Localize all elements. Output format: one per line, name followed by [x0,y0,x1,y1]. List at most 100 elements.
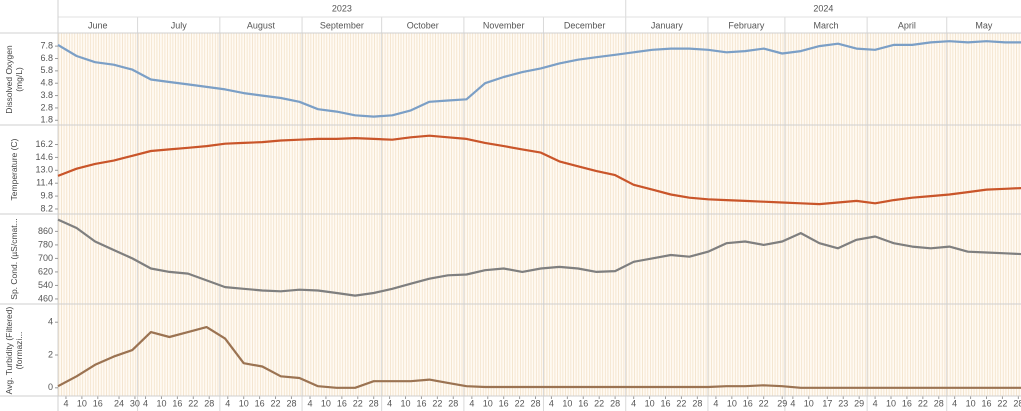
x-tick-label: 10 [239,398,249,408]
x-tick-label: 22 [594,398,604,408]
x-tick-label: 28 [286,398,296,408]
x-tick-label: 17 [822,398,832,408]
y-tick-label: 4.8 [40,78,53,88]
month-label: February [728,20,765,30]
x-tick-label: 10 [645,398,655,408]
x-tick-label: 4 [631,398,636,408]
y-tick-label: 14.6 [35,152,53,162]
series-line [57,134,1021,206]
x-tick-label: 16 [93,398,103,408]
x-tick-label: 16 [337,398,347,408]
x-tick-label: 22 [759,398,769,408]
y-axis-label: Sp. Cond. (µS/cmat... [9,218,19,300]
x-tick-label: 4 [63,398,68,408]
x-tick-label: 28 [204,398,214,408]
x-tick-label: 28 [448,398,458,408]
month-label: January [651,20,684,30]
x-tick-label: 29 [854,398,864,408]
y-tick-label: 6.8 [40,53,53,63]
x-tick-label: 28 [1013,398,1021,408]
x-tick-label: 28 [692,398,702,408]
y-tick-label: 11.4 [36,178,53,188]
month-label: May [975,20,993,30]
month-label: July [171,20,188,30]
x-tick-label: 22 [515,398,525,408]
x-tick-label: 23 [838,398,848,408]
x-tick-label: 10 [727,398,737,408]
y-axis-label: Avg. Turbidity (Filtered) (formazi... [4,306,24,395]
y-tick-label: 460 [38,293,53,303]
x-tick-label: 4 [387,398,392,408]
y-tick-label: 1.8 [40,115,53,125]
x-tick-label: 22 [997,398,1007,408]
x-tick-label: 10 [401,398,411,408]
y-tick-label: 2 [48,349,53,359]
y-tick-label: 8.2 [40,203,53,213]
month-label: March [814,20,839,30]
x-tick-label: 29 [777,398,787,408]
y-tick-label: 3.8 [40,90,53,100]
x-tick-label: 16 [743,398,753,408]
year-label: 2024 [813,3,833,13]
y-tick-label: 540 [38,280,53,290]
x-tick-label: 28 [934,398,944,408]
x-tick-label: 10 [156,398,166,408]
x-tick-label: 4 [143,398,148,408]
month-label: June [88,20,108,30]
x-tick-label: 4 [713,398,718,408]
x-tick-label: 16 [902,398,912,408]
x-tick-label: 22 [918,398,928,408]
x-tick-label: 4 [225,398,230,408]
month-label: November [483,20,525,30]
series-line [57,218,1021,297]
y-tick-label: 16.2 [35,139,53,149]
x-tick-label: 16 [416,398,426,408]
x-tick-label: 28 [531,398,541,408]
x-tick-label: 28 [610,398,620,408]
y-tick-label: 13.0 [35,165,53,175]
y-axis-label: Temperature (C) [9,138,19,201]
x-tick-label: 16 [499,398,509,408]
month-label: October [407,20,439,30]
x-tick-label: 4 [873,398,878,408]
x-tick-label: 10 [804,398,814,408]
x-tick-label: 22 [676,398,686,408]
y-tick-label: 5.8 [40,65,53,75]
x-tick-label: 10 [886,398,896,408]
series-line [57,326,1021,389]
x-tick-label: 30 [130,398,140,408]
x-tick-label: 4 [790,398,795,408]
y-tick-label: 7.8 [40,41,53,51]
month-label: August [247,20,276,30]
month-label: April [898,20,916,30]
y-tick-label: 9.8 [40,190,53,200]
series-line [57,40,1021,118]
x-tick-label: 10 [562,398,572,408]
x-tick-label: 22 [271,398,281,408]
year-label: 2023 [332,3,352,13]
y-tick-label: 0 [48,382,53,392]
y-tick-label: 2.8 [40,102,53,112]
x-tick-label: 4 [308,398,313,408]
x-tick-label: 22 [188,398,198,408]
x-tick-label: 4 [549,398,554,408]
x-tick-label: 22 [353,398,363,408]
y-tick-label: 780 [38,239,53,249]
y-axis-label: Dissolved Oxygen (mg/L) [4,45,24,114]
y-tick-label: 4 [48,317,53,327]
x-tick-label: 22 [432,398,442,408]
month-label: December [564,20,606,30]
x-tick-label: 28 [369,398,379,408]
y-tick-label: 700 [38,253,53,263]
x-tick-label: 16 [255,398,265,408]
x-tick-label: 10 [321,398,331,408]
month-label: September [320,20,364,30]
x-tick-label: 16 [661,398,671,408]
x-tick-label: 16 [578,398,588,408]
y-tick-label: 860 [38,226,53,236]
x-tick-label: 10 [77,398,87,408]
x-tick-label: 10 [966,398,976,408]
x-tick-label: 4 [952,398,957,408]
